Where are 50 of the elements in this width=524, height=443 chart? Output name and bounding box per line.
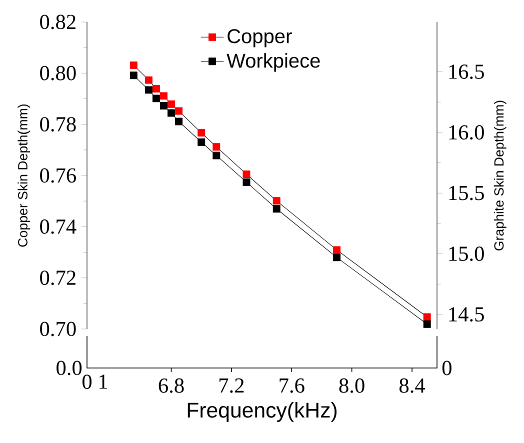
- legend-label: Workpiece: [226, 53, 320, 72]
- y2-tick-label: 16.0: [449, 125, 484, 140]
- x-tick-label: 7.2: [220, 378, 244, 393]
- point: [212, 143, 220, 151]
- point: [333, 254, 341, 262]
- y-tick-label: 0.72: [40, 270, 76, 286]
- point: [130, 72, 138, 80]
- point: [198, 138, 206, 146]
- y-axis-title: Copper Skin Depth(mm): [18, 104, 30, 247]
- point: [272, 197, 280, 205]
- point: [272, 205, 280, 213]
- point: [152, 85, 160, 93]
- point: [144, 76, 152, 84]
- y-tick-label: 0.78: [40, 117, 76, 132]
- y2-tick-label: 15.5: [449, 186, 484, 200]
- y-tick-label: 0.74: [40, 219, 76, 234]
- point: [168, 100, 175, 108]
- point: [212, 152, 220, 160]
- x-tick-label: 7.6: [280, 378, 304, 393]
- text: 1: [100, 374, 108, 389]
- point: [242, 178, 250, 186]
- point: [160, 102, 168, 110]
- point: [423, 320, 431, 328]
- y2-tick-label: 15.0: [449, 246, 484, 261]
- point: [175, 107, 183, 115]
- y2-axis-title: Graphite Skin Depth(mm): [494, 100, 506, 250]
- point: [175, 118, 183, 126]
- y2-tick-label: 14.5: [449, 307, 484, 322]
- x-tick-label: 6.8: [158, 378, 184, 393]
- y2-tick-label: 16.5: [449, 64, 484, 79]
- x-tick-label: 8.4: [400, 378, 426, 393]
- y-tick-label: 0.76: [40, 168, 76, 183]
- text: 0.0: [56, 360, 82, 376]
- x-axis-title: Frequency(kHz): [188, 402, 337, 422]
- legend-label: Copper: [228, 29, 292, 48]
- point: [152, 94, 160, 102]
- point: [130, 61, 138, 69]
- point: [198, 129, 206, 137]
- point: [144, 86, 152, 94]
- point: [333, 246, 341, 254]
- y-tick-label: 0.70: [40, 322, 76, 336]
- text: 0: [442, 360, 452, 376]
- point: [168, 109, 176, 117]
- y-tick-label: 0.80: [40, 66, 76, 80]
- point: [160, 92, 168, 100]
- y-tick-label: 0.82: [40, 14, 76, 30]
- text: 0: [82, 374, 92, 389]
- x-tick-label: 8.0: [339, 378, 364, 393]
- point: [242, 170, 250, 178]
- point: [423, 313, 431, 321]
